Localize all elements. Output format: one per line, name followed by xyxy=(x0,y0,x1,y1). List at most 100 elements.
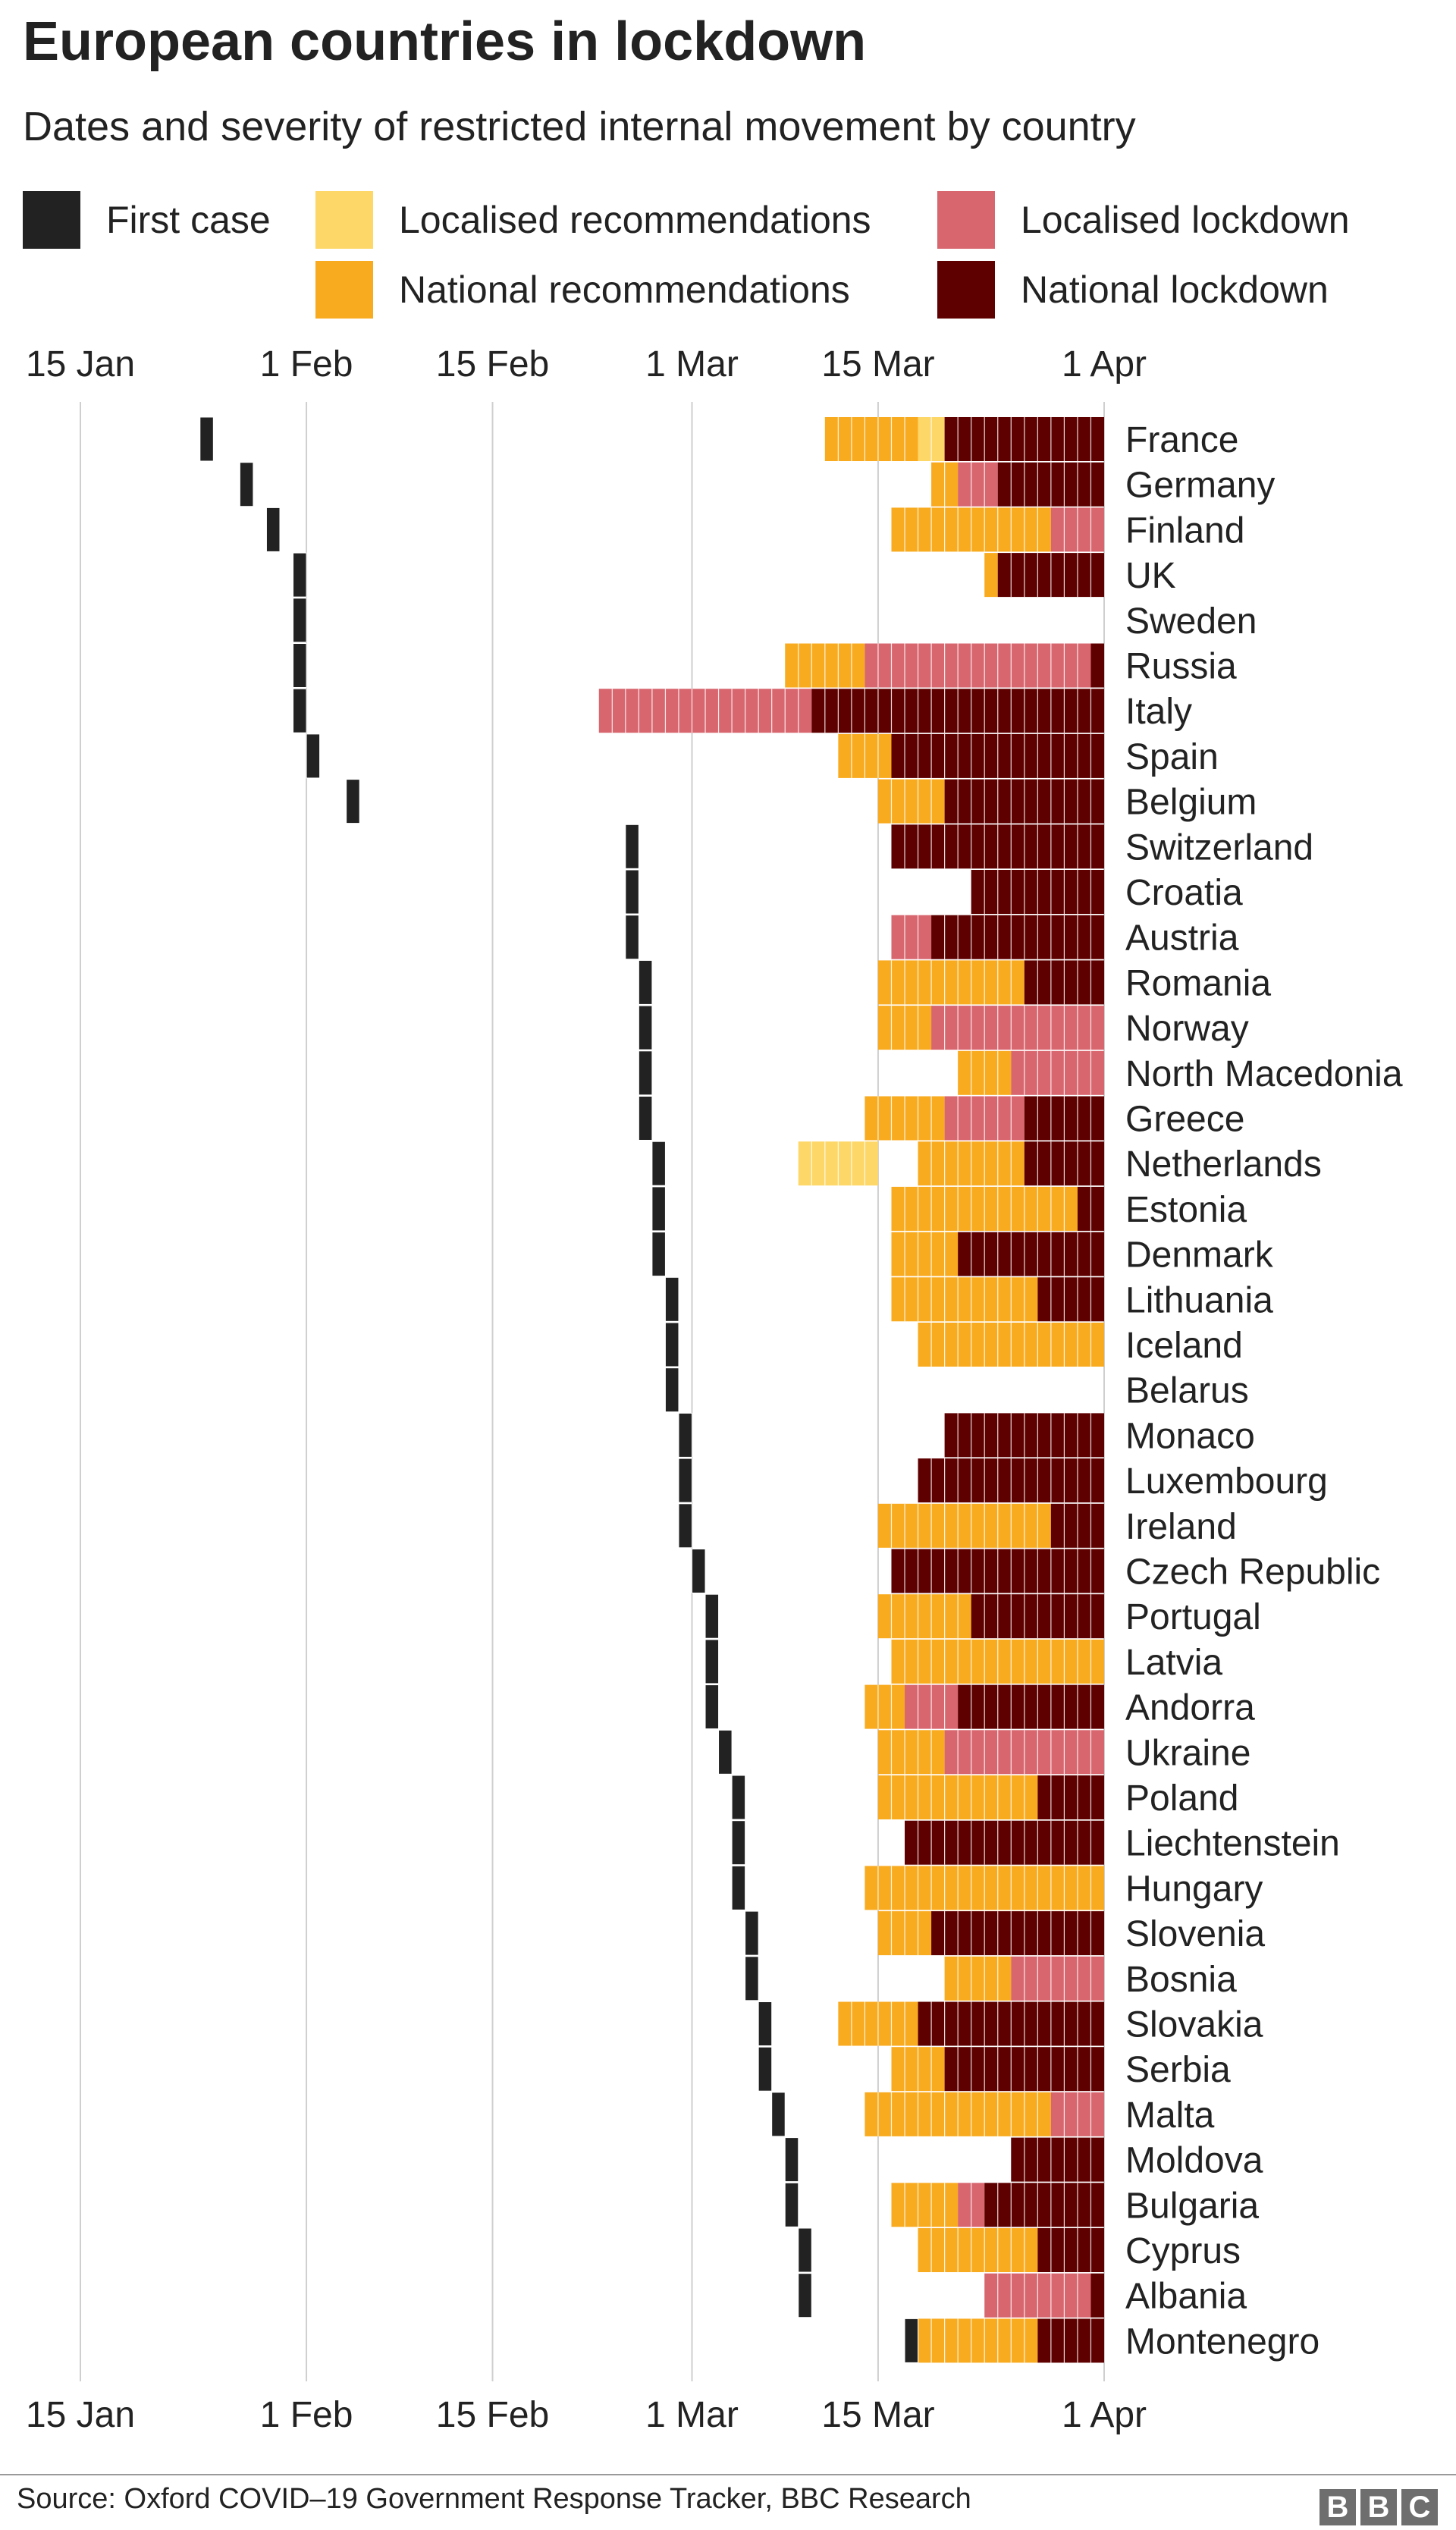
first-case-marker-romania xyxy=(638,959,653,1005)
bar-denmark-nloc xyxy=(958,1232,1104,1276)
country-label-norway: Norway xyxy=(1125,1009,1249,1049)
first-case-marker-denmark xyxy=(651,1232,666,1277)
bbc-logo-letter-b1: B xyxy=(1320,2489,1356,2525)
bbc-logo-letter-c: C xyxy=(1401,2489,1438,2525)
x-tick-label-top-1-apr: 1 Apr xyxy=(1062,344,1147,385)
first-case-marker-iceland xyxy=(664,1322,679,1367)
first-case-marker-bosnia xyxy=(745,1956,759,2001)
legend-item-national-lockdown: National lockdown xyxy=(937,261,1329,319)
first-case-marker-poland xyxy=(731,1775,746,1820)
country-label-north-macedonia: North Macedonia xyxy=(1125,1054,1403,1094)
x-tick-label-bottom-15-mar: 15 Mar xyxy=(821,2395,934,2435)
country-label-slovakia: Slovakia xyxy=(1125,2005,1263,2045)
country-label-greece: Greece xyxy=(1125,1100,1244,1140)
bar-lithuania-nrec xyxy=(891,1277,1038,1322)
country-label-croatia: Croatia xyxy=(1125,873,1243,913)
bar-andorra-nloc xyxy=(958,1684,1104,1729)
bar-liechtenstein-nloc xyxy=(905,1820,1104,1865)
country-label-belgium: Belgium xyxy=(1125,783,1257,823)
x-tick-label-top-1-mar: 1 Mar xyxy=(645,344,739,385)
x-tick-label-bottom-1-apr: 1 Apr xyxy=(1062,2395,1147,2435)
first-case-marker-croatia xyxy=(625,869,639,915)
first-case-marker-netherlands xyxy=(651,1141,666,1186)
first-case-marker-hungary xyxy=(731,1865,746,1910)
country-label-slovenia: Slovenia xyxy=(1125,1914,1265,1954)
bar-ireland-nrec xyxy=(877,1503,1051,1548)
x-tick-label-top-15-jan: 15 Jan xyxy=(26,344,135,385)
legend-item-localised-recommendations: Localised recommendations xyxy=(315,191,871,249)
footer-divider xyxy=(0,2474,1456,2475)
first-case-marker-switzerland xyxy=(625,824,639,869)
first-case-marker-ukraine xyxy=(718,1729,733,1775)
country-label-italy: Italy xyxy=(1125,692,1192,732)
bar-slovenia-nloc xyxy=(931,1911,1104,1956)
country-label-liechtenstein: Liechtenstein xyxy=(1125,1824,1340,1864)
bar-cyprus-nloc xyxy=(1037,2228,1104,2272)
first-case-marker-germany xyxy=(239,462,254,507)
first-case-marker-uk xyxy=(293,552,307,598)
country-label-russia: Russia xyxy=(1125,647,1237,687)
legend-swatch-national-lockdown xyxy=(937,261,995,319)
bar-belgium-nrec xyxy=(877,779,945,824)
bar-norway-lloc xyxy=(931,1006,1104,1050)
legend-label-localised-recommendations: Localised recommendations xyxy=(399,199,871,241)
bar-bulgaria-nloc xyxy=(984,2183,1104,2227)
country-label-portugal: Portugal xyxy=(1125,1597,1261,1637)
bar-austria-nloc xyxy=(931,915,1104,959)
legend-item-first-case: First case xyxy=(23,191,271,249)
bar-bosnia-lloc xyxy=(1011,1956,1104,2001)
chart-subtitle: Dates and severity of restricted interna… xyxy=(23,104,1136,149)
legend-label-national-recommendations: National recommendations xyxy=(399,268,850,311)
first-case-marker-serbia xyxy=(758,2046,773,2092)
legend-swatch-first-case xyxy=(23,191,80,249)
first-case-marker-lithuania xyxy=(664,1276,679,1322)
first-case-marker-czech-republic xyxy=(691,1549,706,1593)
first-case-marker-montenegro xyxy=(904,2318,919,2363)
country-label-romania: Romania xyxy=(1125,963,1271,1003)
bar-moldova-nloc xyxy=(1011,2137,1104,2182)
first-case-marker-latvia xyxy=(704,1639,720,1684)
country-label-france: France xyxy=(1125,420,1238,460)
first-case-marker-austria xyxy=(625,915,639,960)
bar-portugal-nrec xyxy=(877,1594,971,1639)
first-case-marker-andorra xyxy=(704,1684,720,1730)
country-label-albania: Albania xyxy=(1125,2277,1247,2317)
legend-label-national-lockdown: National lockdown xyxy=(1021,268,1329,311)
first-case-marker-luxembourg xyxy=(678,1458,692,1503)
first-case-marker-slovenia xyxy=(745,1910,759,1956)
country-label-montenegro: Montenegro xyxy=(1125,2321,1320,2362)
bar-russia-lloc xyxy=(864,643,1091,688)
country-label-ukraine: Ukraine xyxy=(1125,1733,1250,1773)
country-label-switzerland: Switzerland xyxy=(1125,827,1313,868)
bar-andorra-nrec xyxy=(864,1684,905,1729)
country-label-ireland: Ireland xyxy=(1125,1507,1237,1547)
x-tick-label-top-1-feb: 1 Feb xyxy=(260,344,353,385)
x-tick-label-top-15-mar: 15 Mar xyxy=(821,344,934,385)
country-label-poland: Poland xyxy=(1125,1778,1238,1819)
legend-label-localised-lockdown: Localised lockdown xyxy=(1021,199,1350,241)
country-label-bosnia: Bosnia xyxy=(1125,1960,1237,2000)
bar-russia-nloc xyxy=(1090,643,1104,688)
first-case-marker-estonia xyxy=(651,1186,666,1232)
first-case-marker-north-macedonia xyxy=(638,1050,653,1096)
legend-swatch-localised-recommendations xyxy=(315,191,373,249)
first-case-marker-russia xyxy=(293,643,307,688)
country-label-denmark: Denmark xyxy=(1125,1235,1274,1276)
country-label-iceland: Iceland xyxy=(1125,1326,1243,1366)
bar-montenegro-nloc xyxy=(1037,2318,1104,2363)
bbc-logo: B B C xyxy=(1320,2489,1438,2525)
source-note: Source: Oxford COVID–19 Government Respo… xyxy=(17,2483,971,2515)
bar-poland-nloc xyxy=(1037,1775,1104,1819)
bar-lithuania-nloc xyxy=(1037,1277,1104,1322)
country-label-malta: Malta xyxy=(1125,2095,1215,2136)
bar-albania-nloc xyxy=(1090,2273,1104,2318)
first-case-marker-monaco xyxy=(678,1412,692,1458)
first-case-marker-moldova xyxy=(784,2137,799,2183)
bar-ukraine-nrec xyxy=(877,1730,945,1775)
bbc-logo-letter-b2: B xyxy=(1360,2489,1397,2525)
country-label-uk: UK xyxy=(1125,556,1176,596)
bar-denmark-nrec xyxy=(891,1232,959,1276)
bar-germany-lloc xyxy=(958,462,998,507)
bar-bulgaria-nrec xyxy=(891,2183,959,2227)
country-label-latvia: Latvia xyxy=(1125,1643,1222,1683)
